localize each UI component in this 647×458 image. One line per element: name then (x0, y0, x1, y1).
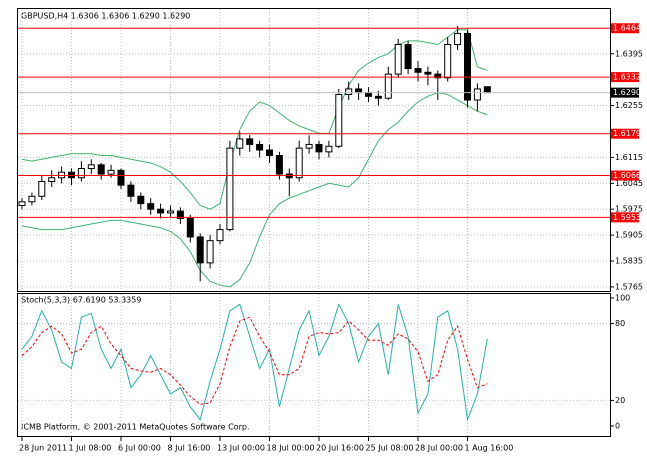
candle-body (216, 229, 224, 242)
y-tick-label: 100 (615, 294, 630, 303)
candle-body (275, 155, 283, 175)
candle-body (444, 44, 452, 79)
y-tick-label: 1.6255 (615, 101, 643, 110)
candle-body (226, 147, 234, 231)
stoch-line (21, 303, 488, 422)
y-tick-label: 1.5835 (615, 257, 643, 266)
candle-body (256, 143, 264, 151)
x-tick-label: 6 Jul 00:00 (118, 444, 161, 453)
candle-body (236, 138, 244, 149)
level-label-box (611, 23, 639, 34)
y-tick-label: 1.6045 (615, 179, 643, 188)
candle-body (315, 143, 323, 153)
candle-body (305, 143, 313, 149)
candle-body (127, 184, 135, 197)
candle-body (295, 147, 303, 179)
level-label: 1.6464 (613, 24, 641, 33)
candle-body (434, 73, 442, 79)
candle-body (483, 86, 491, 94)
candle-body (464, 32, 471, 101)
candle-body (97, 164, 105, 175)
level-label: 1.6179 (613, 129, 641, 138)
x-tick-label: 1 Jul 08:00 (69, 444, 112, 453)
x-tick-label: 1 Aug 16:00 (465, 444, 514, 453)
x-tick-label: 8 Jul 16:00 (168, 444, 211, 453)
candle-body (107, 169, 115, 175)
y-tick-label: 1.5975 (615, 205, 643, 214)
candle-body (38, 180, 46, 197)
stoch-header: Stoch(5,3,3) 67.6190 53.3359 (21, 296, 141, 305)
y-tick-label: 1.6115 (615, 153, 643, 162)
bollinger-band (21, 29, 488, 210)
candle-body (137, 195, 145, 205)
current-price-box (611, 87, 639, 98)
x-tick-label: 28 Jul 00:00 (415, 444, 463, 453)
candle-body (325, 145, 333, 153)
candle-body (246, 138, 254, 145)
candle-body (117, 169, 125, 186)
level-label-box (611, 128, 639, 139)
candle-body (345, 88, 353, 95)
candle-body (48, 177, 56, 182)
level-label-box (611, 212, 639, 223)
x-tick-label: 28 Jun 2011 (19, 444, 67, 453)
candle-body (266, 149, 273, 157)
current-price-label: 1.6290 (613, 88, 641, 97)
candle-body (374, 95, 382, 99)
candle-body (454, 32, 462, 46)
chart-header: GBPUSD,H4 1.6306 1.6306 1.6290 1.6290 (21, 12, 190, 21)
candle-body (404, 44, 412, 70)
y-tick-label: 1.5905 (615, 231, 643, 240)
y-tick-label: 1.5765 (615, 282, 643, 291)
level-label: 1.5953 (613, 213, 641, 222)
candle-body (473, 88, 481, 101)
y-tick-label: 0 (615, 422, 620, 431)
candle-body (355, 88, 363, 94)
candle-body (335, 93, 343, 147)
candle-body (206, 240, 214, 264)
candle-body (77, 168, 85, 179)
candle-body (365, 92, 372, 97)
candle-body (68, 171, 75, 179)
footer: ICMB Platform, © 2001-2011 MetaQuotes So… (21, 423, 250, 432)
candle-body (186, 217, 194, 238)
candle-body (424, 71, 432, 75)
candle-body (28, 195, 36, 203)
candle-body (394, 44, 402, 75)
y-tick-label: 1.6395 (615, 49, 643, 58)
x-tick-label: 13 Jul 00:00 (217, 444, 265, 453)
candle-body (157, 208, 165, 214)
y-tick-label: 20 (615, 396, 625, 405)
y-tick-label: 80 (615, 319, 625, 328)
x-tick-label: 25 Jul 08:00 (366, 444, 414, 453)
level-label-box (611, 72, 639, 83)
bollinger-band (21, 92, 488, 288)
candle-body (384, 73, 392, 99)
candle-body (58, 171, 66, 179)
x-tick-label: 18 Jul 00:00 (267, 444, 315, 453)
stoch-line (21, 316, 488, 405)
stoch-frame (17, 293, 611, 437)
candle-body (176, 210, 184, 219)
candle-body (196, 236, 204, 264)
level-label: 1.6332 (613, 73, 641, 82)
candle-body (414, 68, 422, 73)
main-frame (17, 8, 611, 292)
candle-body (18, 201, 26, 207)
level-label: 1.6066 (613, 171, 641, 180)
candle-body (147, 203, 155, 210)
candle-body (167, 210, 174, 214)
x-tick-label: 20 Jul 16:00 (316, 444, 364, 453)
candle-body (87, 164, 95, 170)
level-label-box (611, 170, 639, 181)
